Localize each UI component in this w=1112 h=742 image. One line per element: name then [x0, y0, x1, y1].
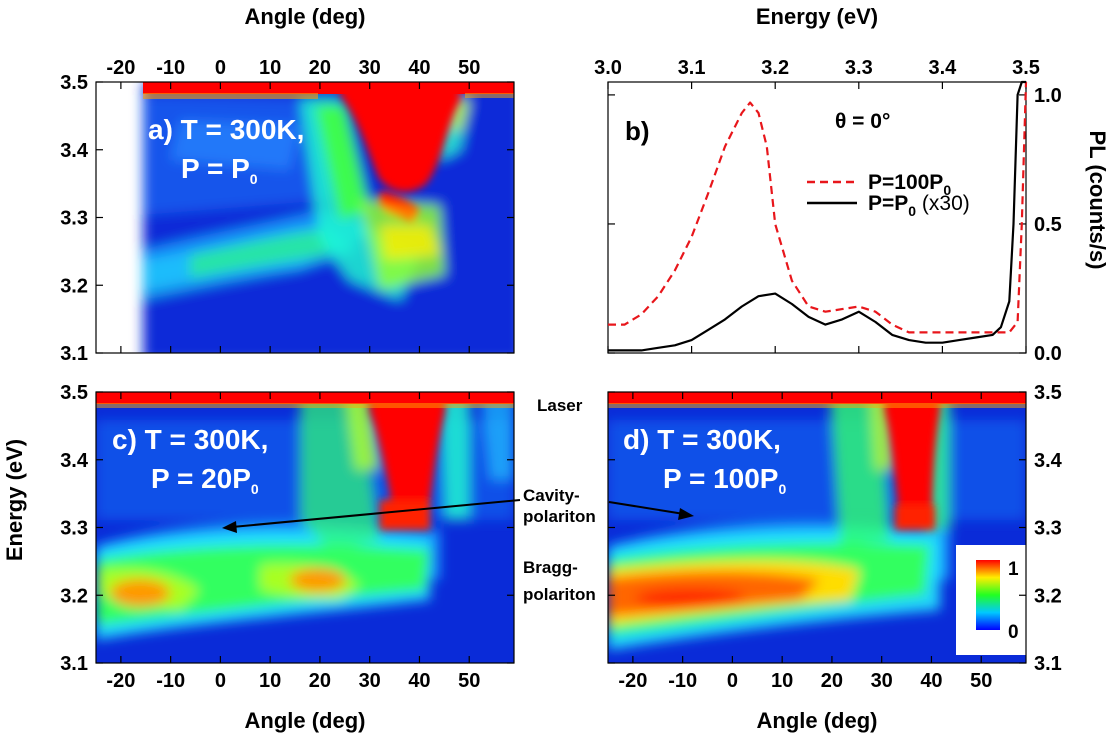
legend-entry-series-1: P=100P0: [868, 171, 951, 198]
panel-b-xtick-label-4: 3.4: [928, 57, 957, 79]
panel-c-ytick-label-0: 3.1: [60, 653, 88, 675]
panel-b-ytick-label-0: 0.0: [1034, 343, 1062, 365]
arrow-to-panel-c: [231, 499, 521, 528]
panel-d-label-line1: d) T = 300K,: [623, 424, 781, 455]
panel-d-xtick-label-6: 40: [920, 670, 942, 692]
panel-b-ytick-label-1: 0.5: [1034, 214, 1062, 236]
panel-c-ytick-label-3: 3.4: [60, 450, 89, 472]
legend-entry-series-2: P=P0 (x30): [868, 192, 970, 219]
panel-c-ytick-label-2: 3.3: [60, 518, 88, 540]
panel-b: 3.0 3.1 3.2 3.3 3.4 3.5 0.0 0.5 1.0 b) θ = 0° P=…: [594, 57, 1062, 365]
panel-b-label: b): [625, 116, 650, 146]
panel-c-xtick-label-2: 0: [215, 670, 226, 692]
panel-d-xtick-label-4: 20: [821, 670, 843, 692]
panel-c-xtick-label-1: -10: [156, 670, 185, 692]
panel-d-heatmap: [608, 392, 1026, 663]
annotations: Laser Cavity- polariton Bragg- polariton: [222, 396, 694, 604]
panel-a-xtick-label-0: -20: [106, 57, 135, 79]
arrowhead-panel-c: [222, 521, 237, 533]
panel-c-xtick-label-5: 30: [359, 670, 381, 692]
annotation-bragg-line2: polariton: [523, 585, 596, 604]
panel-d-ytick-label-0: 3.1: [1034, 653, 1062, 675]
panel-d-axes: -20 -10 0 10 20 30 40 503.13.23.33.43.5: [608, 382, 1063, 692]
arrowhead-panel-d: [678, 508, 694, 520]
panel-a-heatmap: [96, 82, 514, 353]
panel-d-xtick-label-3: 10: [771, 670, 793, 692]
panel-b-ytick-label-2: 1.0: [1034, 85, 1062, 107]
panel-d-ytick-label-3: 3.4: [1034, 450, 1063, 472]
panel-a-xtick-label-6: 40: [408, 57, 430, 79]
panel-b-lines: [608, 80, 1028, 352]
panel-c: -20 -10 0 10 20 30 40 50 3.1 3.2 3.3 3.4 3.5 c) T = …: [60, 382, 515, 692]
panel-a-xtick-label-1: -10: [156, 57, 185, 79]
panel-a-xlabel: Angle (deg): [245, 4, 366, 29]
panel-a-xtick-label-2: 0: [215, 57, 226, 79]
panel-c-label-line1: c) T = 300K,: [112, 424, 268, 455]
colorbar-tick-min: 0: [1008, 622, 1019, 643]
panel-d: -20 -10 0 10 20 30 40 50 3.1 3.2 3.3 3.4 3.5 1 0 d) …: [607, 382, 1063, 692]
panel-d-label-line2: P = 100P0: [663, 463, 786, 497]
panel-c-ylabel: Energy (eV): [2, 439, 27, 561]
panel-a-label-line2: P = P0: [181, 153, 258, 187]
legend-title: θ = 0°: [835, 110, 890, 133]
panel-b-xtick-label-3: 3.3: [845, 57, 873, 79]
panel-b-xtick-label-2: 3.2: [761, 57, 789, 79]
series-line-1: [608, 81, 1028, 334]
panel-a-ytick-label-4: 3.5: [60, 72, 88, 94]
panel-d-ytick-label-1: 3.2: [1034, 585, 1062, 607]
panel-a-xtick-label-4: 20: [309, 57, 331, 79]
panel-b-xtick-label-5: 3.5: [1012, 57, 1040, 79]
panel-a-ytick-label-2: 3.3: [60, 208, 88, 230]
panel-c-ytick-label-4: 3.5: [60, 382, 88, 404]
panel-c-xtick-label-7: 50: [458, 670, 480, 692]
panel-d-xtick-label-0: -20: [618, 670, 647, 692]
annotation-bragg-line1: Bragg-: [523, 558, 578, 577]
panel-a-xtick-label-3: 10: [259, 57, 281, 79]
panel-b-axes: 3.0 3.1 3.2 3.3 3.4 3.5 0.0 0.5 1.0: [594, 57, 1062, 365]
panel-d-xtick-label-2: 0: [727, 670, 738, 692]
panel-c-xlabel: Angle (deg): [245, 708, 366, 733]
annotation-laser: Laser: [537, 396, 583, 415]
series-line-2: [608, 80, 1026, 352]
panel-a-ytick-label-1: 3.2: [60, 275, 88, 297]
panel-b-xtick-label-1: 3.1: [678, 57, 706, 79]
panel-b-frame: [607, 81, 1027, 354]
panel-b-xtick-label-0: 3.0: [594, 57, 622, 79]
panel-c-ytick-label-1: 3.2: [60, 585, 88, 607]
panel-a-xtick-label-7: 50: [458, 57, 480, 79]
annotation-cavity-line1: Cavity-: [523, 486, 580, 505]
panel-a-ytick-label-0: 3.1: [60, 343, 88, 365]
panel-c-xtick-label-3: 10: [259, 670, 281, 692]
annotation-cavity-line2: polariton: [523, 507, 596, 526]
panel-c-heatmap: [96, 392, 514, 663]
panel-d-xlabel: Angle (deg): [757, 708, 878, 733]
panel-a-ytick-label-3: 3.4: [60, 140, 89, 162]
panel-d-ytick-label-2: 3.3: [1034, 518, 1062, 540]
panel-c-axes: -20 -10 0 10 20 30 40 50 3.1 3.2 3.3 3.4 3.5: [60, 382, 514, 692]
panel-b-xlabel: Energy (eV): [756, 4, 878, 29]
panel-c-xtick-label-4: 20: [309, 670, 331, 692]
panel-a-xtick-label-5: 30: [359, 57, 381, 79]
arrow-to-panel-d: [608, 501, 685, 515]
panel-a-axes: -20 -10 0 10 20 30 40 50 3.1 3.2 3.3 3.4 3.5: [60, 57, 514, 365]
colorbar-tick-max: 1: [1008, 559, 1019, 580]
colorbar: [976, 560, 1000, 630]
panel-d-xtick-label-1: -10: [668, 670, 697, 692]
panel-c-xtick-label-0: -20: [106, 670, 135, 692]
panel-d-xtick-label-5: 30: [871, 670, 893, 692]
panel-a: -20 -10 0 10 20 30 40 50 3.1 3.2 3.3 3.4 3.5 a) T = …: [60, 57, 515, 365]
panel-d-ytick-label-4: 3.5: [1034, 382, 1062, 404]
panel-b-ylabel: PL (counts/s): [1085, 131, 1110, 270]
panel-d-xtick-label-7: 50: [970, 670, 992, 692]
panel-c-xtick-label-6: 40: [408, 670, 430, 692]
panel-a-label-line1: a) T = 300K,: [148, 114, 304, 145]
panel-c-label-line2: P = 20P0: [151, 463, 259, 497]
